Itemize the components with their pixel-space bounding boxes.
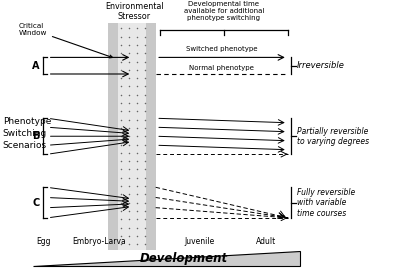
Text: Normal phenotype: Normal phenotype <box>190 65 254 71</box>
Text: Embryo-Larva: Embryo-Larva <box>72 237 126 246</box>
Text: Juvenile: Juvenile <box>184 237 214 246</box>
Text: Developmental time
available for additional
phenotype switching: Developmental time available for additio… <box>184 1 264 21</box>
Bar <box>108 23 156 250</box>
Text: Irreversible: Irreversible <box>297 61 345 70</box>
Text: Egg: Egg <box>36 237 51 246</box>
Text: Environmental
Stressor: Environmental Stressor <box>105 2 164 21</box>
Bar <box>118 23 146 250</box>
Text: Adult: Adult <box>256 237 276 246</box>
Text: Phenotype
Switching
Scenarios: Phenotype Switching Scenarios <box>3 117 51 150</box>
Text: B: B <box>32 131 39 141</box>
Text: Fully reversible
with variable
time courses: Fully reversible with variable time cour… <box>297 188 356 217</box>
Text: Critical
Window: Critical Window <box>19 23 112 58</box>
Text: Partially reversible
to varying degrees: Partially reversible to varying degrees <box>297 126 369 146</box>
Polygon shape <box>32 251 300 266</box>
Text: Switched phenotype: Switched phenotype <box>186 46 258 53</box>
Text: A: A <box>32 61 39 71</box>
Text: C: C <box>32 198 39 208</box>
Text: Development: Development <box>140 252 228 265</box>
